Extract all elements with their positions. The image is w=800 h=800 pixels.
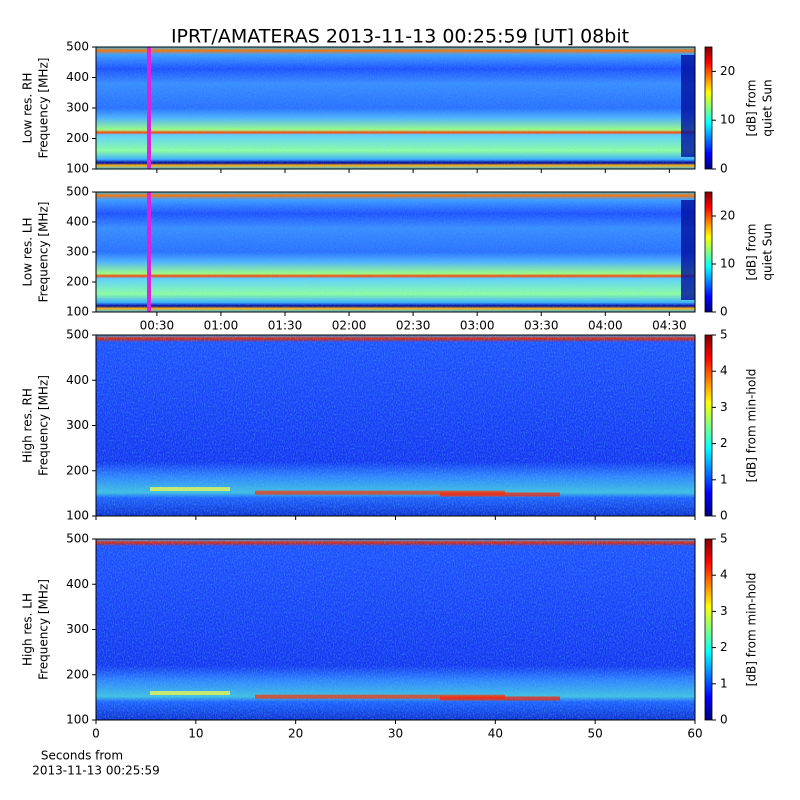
burst	[150, 691, 230, 696]
x-axis-label: Seconds from	[41, 749, 123, 763]
y-axis-label: High res. RH	[21, 388, 35, 463]
x-tick-label: 01:30	[268, 319, 303, 333]
y-axis-label: Low res. RH	[21, 73, 35, 144]
y-tick-label: 200	[66, 463, 89, 477]
colorbar	[704, 334, 713, 517]
x-tick-label: 04:00	[588, 319, 623, 333]
y-axis-label: Frequency [MHz]	[37, 579, 51, 680]
y-tick-label: 500	[66, 328, 89, 342]
y-tick-label: 300	[66, 622, 89, 636]
y-tick-label: 200	[66, 275, 89, 289]
colorbar-tick-label: 10	[720, 257, 735, 271]
colorbar-tick-label: 2	[720, 640, 728, 654]
calibration-stripe	[147, 192, 151, 312]
colorbar-tick-label: 0	[720, 509, 728, 523]
y-axis-label: Low res. LH	[21, 217, 35, 286]
y-tick-label: 400	[66, 215, 89, 229]
x-tick-label: 02:30	[396, 319, 431, 333]
x-tick-label: 00:30	[140, 319, 175, 333]
burst	[255, 490, 505, 495]
colorbar-tick-label: 5	[720, 328, 728, 342]
colorbar-tick-label: 1	[720, 676, 728, 690]
y-tick-label: 100	[66, 162, 89, 176]
colorbar-tick-label: 3	[720, 400, 728, 414]
burst	[440, 492, 560, 497]
spectrogram-noise	[96, 47, 695, 169]
burst	[150, 487, 230, 492]
y-tick-label: 300	[66, 101, 89, 115]
colorbar-tick-label: 5	[720, 532, 728, 546]
y-axis-label: High res. LH	[21, 593, 35, 666]
y-tick-label: 300	[66, 418, 89, 432]
x-tick-label: 03:00	[460, 319, 495, 333]
colorbar-tick-label: 20	[720, 64, 735, 78]
calibration-stripe	[147, 47, 151, 169]
x-tick-label: 03:30	[524, 319, 559, 333]
colorbar-label: quiet Sun	[761, 79, 775, 136]
x-tick-label: 30	[388, 727, 403, 741]
y-tick-label: 500	[66, 185, 89, 199]
y-axis-label: Frequency [MHz]	[37, 375, 51, 476]
x-tick-label: 60	[687, 727, 702, 741]
colorbar-label: [dB] from min-hold	[745, 369, 759, 483]
colorbar-tick-label: 3	[720, 604, 728, 618]
x-tick-label: 02:00	[332, 319, 367, 333]
y-tick-label: 300	[66, 245, 89, 259]
x-tick-label: 0	[92, 727, 100, 741]
colorbar	[704, 191, 713, 313]
title: IPRT/AMATERAS 2013-11-13 00:25:59 [UT] 0…	[171, 26, 629, 48]
x-tick-label: 40	[488, 727, 503, 741]
y-tick-label: 100	[66, 305, 89, 319]
spectrogram-noise	[96, 192, 695, 312]
y-tick-label: 400	[66, 373, 89, 387]
colorbar-tick-label: 4	[720, 364, 728, 378]
colorbar	[704, 46, 713, 170]
x-tick-label: 10	[188, 727, 203, 741]
x-tick-label: 50	[588, 727, 603, 741]
colorbar-tick-label: 0	[720, 713, 728, 727]
x-tick-label: 01:00	[204, 319, 239, 333]
colorbar-tick-label: 4	[720, 568, 728, 582]
y-tick-label: 200	[66, 131, 89, 145]
colorbar-tick-label: 10	[720, 113, 735, 127]
edge-band	[681, 55, 695, 157]
spectrogram-noise	[96, 335, 695, 516]
x-tick-label: 04:30	[652, 319, 687, 333]
burst	[440, 696, 560, 701]
colorbar-label: quiet Sun	[761, 223, 775, 280]
colorbar-tick-label: 20	[720, 209, 735, 223]
colorbar-tick-label: 0	[720, 305, 728, 319]
y-tick-label: 100	[66, 509, 89, 523]
y-tick-label: 200	[66, 667, 89, 681]
y-axis-label: Frequency [MHz]	[37, 202, 51, 303]
y-tick-label: 400	[66, 70, 89, 84]
y-tick-label: 500	[66, 40, 89, 54]
y-tick-label: 500	[66, 532, 89, 546]
edge-band	[681, 200, 695, 300]
colorbar	[704, 538, 713, 721]
colorbar-tick-label: 2	[720, 436, 728, 450]
y-tick-label: 100	[66, 713, 89, 727]
x-tick-label: 20	[288, 727, 303, 741]
burst	[255, 694, 505, 699]
colorbar-label: [dB] from	[745, 80, 759, 137]
colorbar-tick-label: 1	[720, 472, 728, 486]
colorbar-label: [dB] from min-hold	[745, 573, 759, 687]
spectrogram-noise	[96, 539, 695, 720]
colorbar-label: [dB] from	[745, 224, 759, 281]
x-axis-label: 2013-11-13 00:25:59	[32, 764, 159, 778]
y-tick-label: 400	[66, 577, 89, 591]
y-axis-label: Frequency [MHz]	[37, 58, 51, 159]
colorbar-tick-label: 0	[720, 162, 728, 176]
